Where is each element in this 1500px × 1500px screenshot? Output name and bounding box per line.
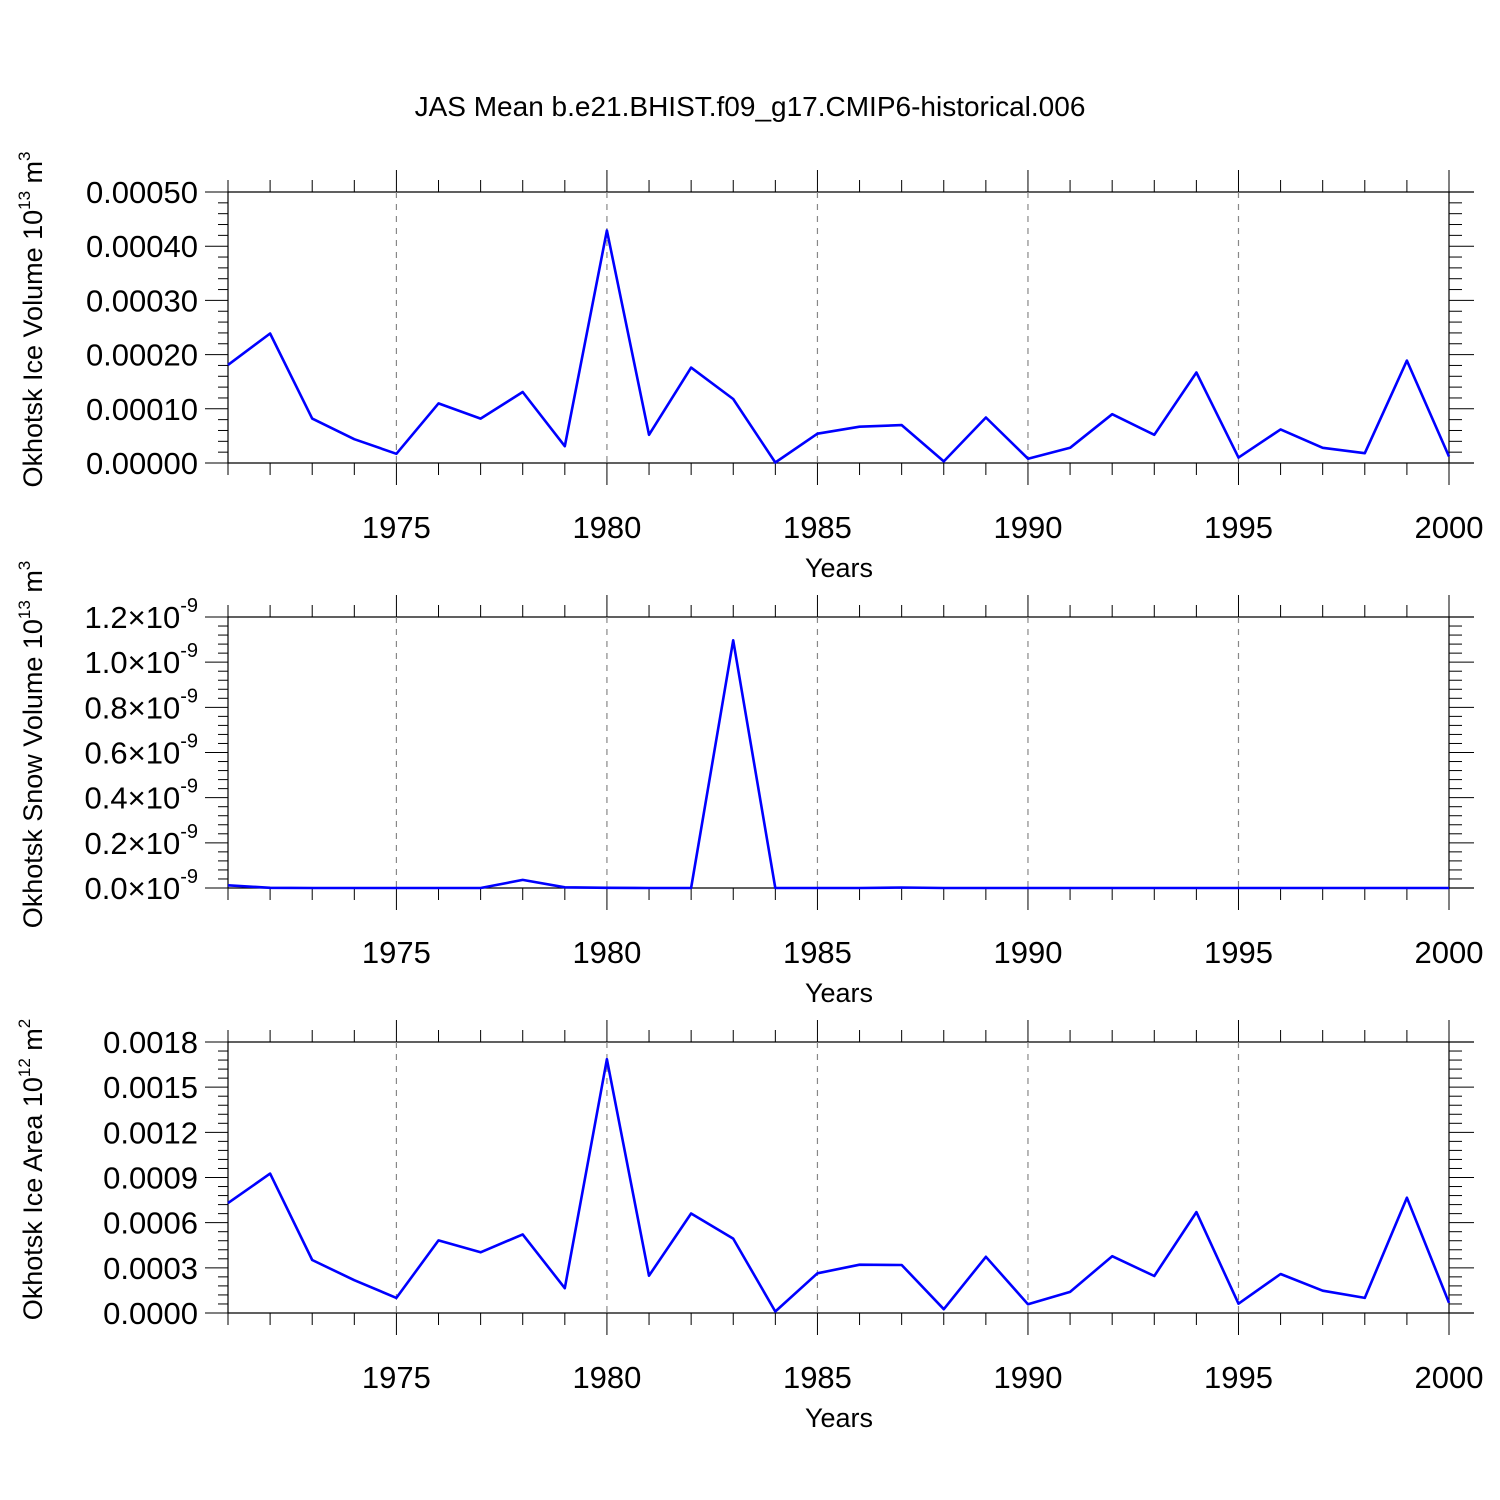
y-tick-label: 0.00040 [86,229,198,264]
y-tick-label: 0.00020 [86,338,198,373]
y-axis-label-exponent: 13 [15,191,34,210]
x-tick-label: 1975 [362,510,431,545]
y-tick-mantissa: 1.0 [85,645,128,680]
x-tick-label: 1980 [572,935,641,970]
x-tick-label: 1975 [362,935,431,970]
y-tick-times-ten: ×10 [128,826,181,861]
y-axis-label-unit-exponent: 2 [15,1019,34,1028]
x-tick-label: 1990 [993,935,1062,970]
x-tick-label: 1980 [572,510,641,545]
y-tick-exponent: -9 [180,640,198,662]
y-tick-exponent: -9 [180,685,198,707]
y-tick-exponent: -9 [180,731,198,753]
x-tick-label: 1995 [1204,1360,1273,1395]
x-tick-label: 1990 [993,1360,1062,1395]
series-line [227,229,1451,464]
y-tick-label: 1.0×10-9 [85,640,199,680]
y-axis-label: Okhotsk Snow Volume 1013 m3 [15,561,48,929]
y-axis-label-text: Okhotsk Snow Volume 10 [18,619,48,928]
panel-3: 0.0000 0.0003 0.0006 0.0009 0.0012 0.0015 0.00… [15,1019,1483,1433]
y-tick-times-ten: ×10 [128,690,181,725]
y-tick-mantissa: 0.4 [85,781,128,816]
y-tick-label: 0.00050 [86,175,198,210]
y-tick-label: 1.2×10-9 [85,595,199,635]
y-tick-mantissa: 0.0 [85,871,128,906]
y-axis-label-text: Okhotsk Ice Volume 10 [18,210,48,488]
x-tick-label: 1985 [783,935,852,970]
y-tick-label: 0.2×10-9 [85,821,199,861]
y-tick-label: 0.8×10-9 [85,685,199,725]
y-tick-exponent: -9 [180,776,198,798]
y-axis-label-unit-exponent: 3 [15,151,34,160]
y-tick-label: 0.0015 [103,1070,198,1105]
x-axis-label: Years [805,1403,873,1433]
y-tick-label: 0.0006 [103,1206,198,1241]
y-axis-label-exponent: 13 [15,600,34,619]
y-axis-label: Okhotsk Ice Volume 1013 m3 [15,151,48,487]
x-tick-label: 2000 [1415,1360,1484,1395]
y-axis-label-exponent: 12 [15,1058,34,1077]
y-tick-mantissa: 0.6 [85,736,128,771]
x-tick-label: 1990 [993,510,1062,545]
y-axis-label-unit: m [18,161,48,191]
series-line [227,638,1449,890]
y-tick-label: 0.0018 [103,1025,198,1060]
y-tick-times-ten: ×10 [128,871,181,906]
x-tick-label: 1975 [362,1360,431,1395]
series-line [227,1057,1451,1313]
y-tick-label: 0.6×10-9 [85,731,199,771]
y-tick-label: 0.00030 [86,283,198,318]
x-axis-label: Years [805,553,873,583]
y-tick-exponent: -9 [180,595,198,617]
y-tick-times-ten: ×10 [128,600,181,635]
y-tick-mantissa: 0.2 [85,826,128,861]
y-tick-mantissa: 0.8 [85,690,128,725]
y-tick-label: 0.00000 [86,446,198,481]
y-tick-label: 0.0003 [103,1251,198,1286]
panels: 0.00000 0.00010 0.00020 0.00030 0.00040 0.000… [15,151,1483,1433]
x-tick-label: 1985 [783,1360,852,1395]
x-tick-label: 1995 [1204,510,1273,545]
y-tick-exponent: -9 [180,821,198,843]
y-tick-mantissa: 1.2 [85,600,128,635]
panel-1: 0.00000 0.00010 0.00020 0.00030 0.00040 0.000… [15,151,1483,583]
figure-title: JAS Mean b.e21.BHIST.f09_g17.CMIP6-histo… [415,91,1086,122]
x-tick-label: 1995 [1204,935,1273,970]
y-tick-times-ten: ×10 [128,781,181,816]
x-axis-label: Years [805,978,873,1008]
x-tick-label: 2000 [1415,510,1484,545]
y-tick-label: 0.0×10-9 [85,866,199,906]
x-tick-label: 2000 [1415,935,1484,970]
y-axis-label-unit: m [18,570,48,600]
y-tick-label: 0.00010 [86,392,198,427]
panel-2: 0.0×10-90.2×10-90.4×10-90.6×10-90.8×10-9… [15,561,1483,1008]
y-tick-exponent: -9 [180,866,198,888]
y-tick-label: 0.0012 [103,1115,198,1150]
y-tick-label: 0.0000 [103,1296,198,1331]
y-axis-label: Okhotsk Ice Area 1012 m2 [15,1019,48,1321]
y-axis-label-unit: m [18,1028,48,1058]
y-axis-label-unit-exponent: 3 [15,561,34,570]
x-tick-label: 1985 [783,510,852,545]
x-tick-label: 1980 [572,1360,641,1395]
y-tick-label: 0.0009 [103,1161,198,1196]
y-tick-label: 0.4×10-9 [85,776,199,816]
y-axis-label-text: Okhotsk Ice Area 10 [18,1077,48,1320]
y-tick-times-ten: ×10 [128,645,181,680]
y-tick-times-ten: ×10 [128,736,181,771]
